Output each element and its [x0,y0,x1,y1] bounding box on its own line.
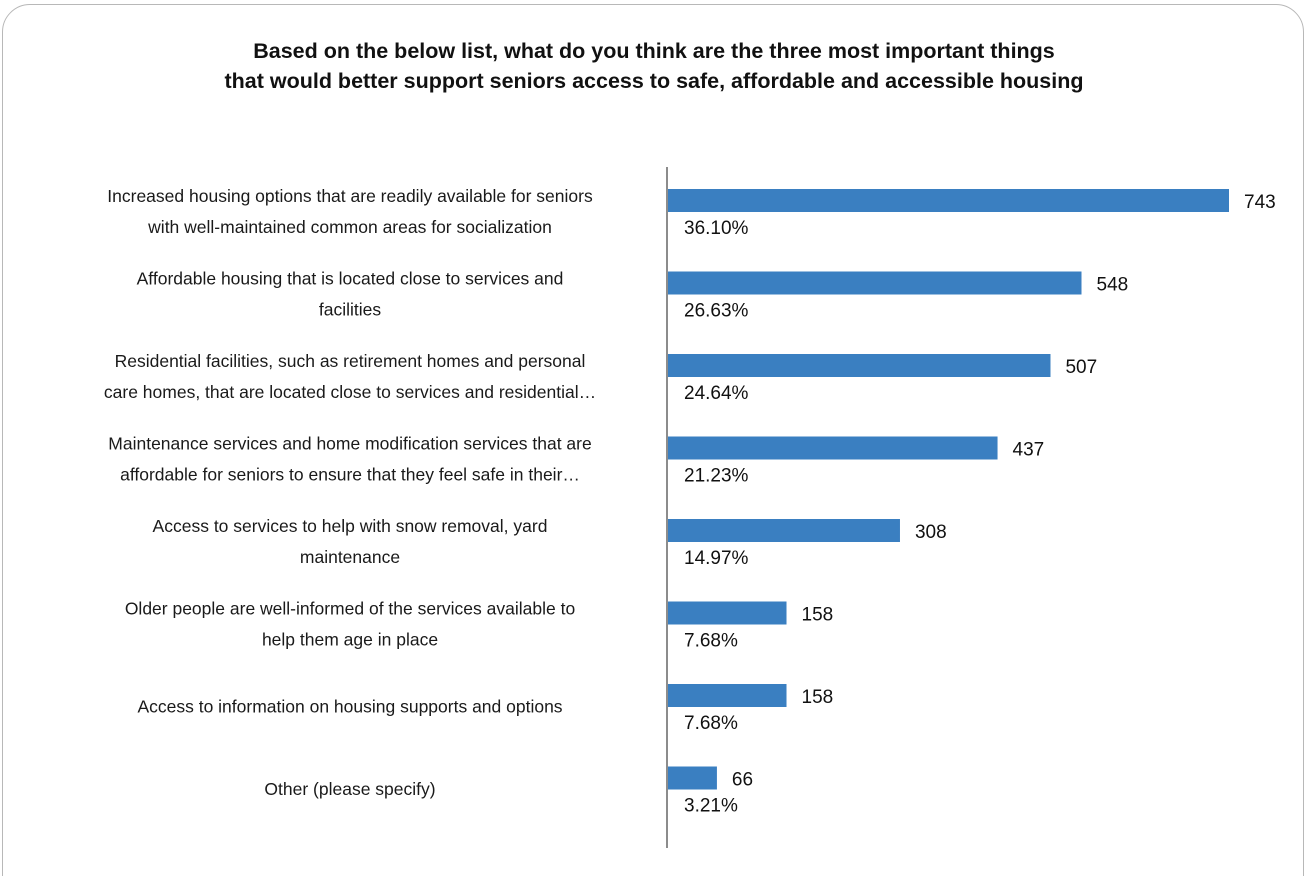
percent-label-3: 24.64% [684,383,749,404]
category-label-1: Increased housing options that are readi… [107,186,593,237]
percent-label-8: 3.21% [684,796,738,817]
category-label-3-line-2: care homes, that are located close to se… [104,382,596,402]
percent-label-7: 7.68% [684,713,738,734]
bar-4 [667,436,998,460]
category-label-7: Access to information on housing support… [137,697,562,717]
value-label-5: 308 [915,522,947,543]
value-label-6: 158 [802,605,834,626]
category-label-1-line-1: Increased housing options that are readi… [107,186,593,206]
value-label-7: 158 [802,687,834,708]
category-label-2: Affordable housing that is located close… [137,269,564,320]
category-label-6: Older people are well-informed of the se… [125,599,575,650]
category-label-5: Access to services to help with snow rem… [153,516,548,567]
category-label-8: Other (please specify) [264,779,435,799]
bar-8 [667,766,717,790]
value-label-3: 507 [1065,357,1097,378]
bar-5 [667,519,900,542]
value-label-2: 548 [1097,275,1129,296]
percent-label-6: 7.68% [684,631,738,652]
value-label-8: 66 [732,770,753,791]
category-label-5-line-2: maintenance [300,547,400,567]
category-label-8-line-1: Other (please specify) [264,779,435,799]
chart-title-line-1: Based on the below list, what do you thi… [253,39,1055,63]
bar-3 [667,354,1051,377]
bar-6 [667,601,787,625]
value-label-4: 437 [1013,440,1045,461]
chart-title-line-2: that would better support seniors access… [224,69,1084,93]
category-label-1-line-2: with well-maintained common areas for so… [147,217,552,237]
category-label-6-line-2: help them age in place [262,630,438,650]
percent-label-1: 36.10% [684,218,749,239]
chart-frame [2,4,1304,876]
category-label-6-line-1: Older people are well-informed of the se… [125,599,575,619]
category-label-4-line-2: affordable for seniors to ensure that th… [120,465,580,485]
category-label-7-line-1: Access to information on housing support… [137,697,562,717]
value-label-1: 743 [1244,192,1276,213]
percent-label-5: 14.97% [684,548,749,569]
bar-2 [667,271,1082,295]
category-label-2-line-2: facilities [319,300,381,320]
category-label-5-line-1: Access to services to help with snow rem… [153,516,548,536]
category-label-2-line-1: Affordable housing that is located close… [137,269,564,289]
bar-7 [667,684,787,707]
percent-label-2: 26.63% [684,301,749,322]
chart-title: Based on the below list, what do you thi… [0,36,1308,96]
category-label-4-line-1: Maintenance services and home modificati… [108,434,591,454]
bar-1 [667,189,1229,212]
category-label-3-line-1: Residential facilities, such as retireme… [115,351,586,371]
category-label-3: Residential facilities, such as retireme… [104,351,596,402]
category-label-4: Maintenance services and home modificati… [108,434,591,485]
percent-label-4: 21.23% [684,466,749,487]
